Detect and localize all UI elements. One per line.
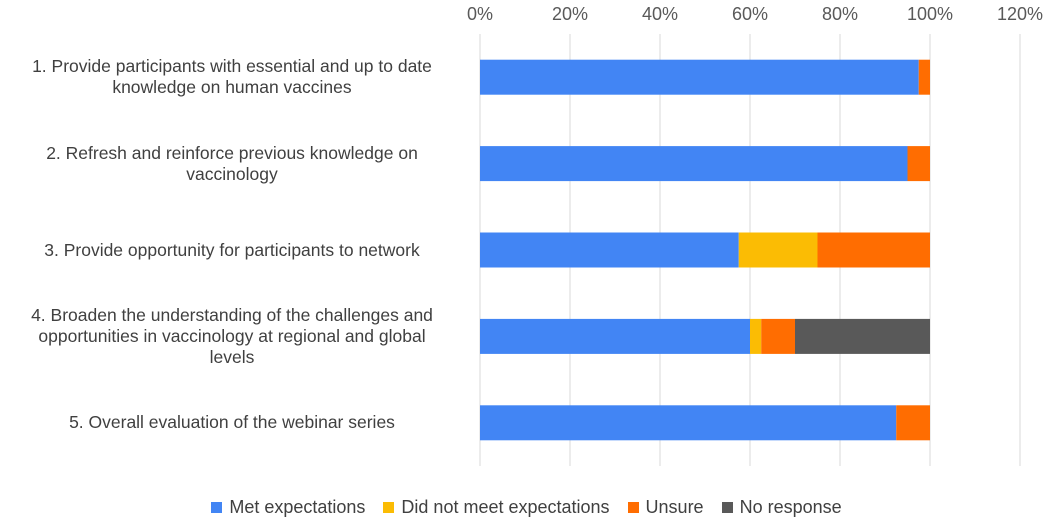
legend: Met expectations Did not meet expectation… bbox=[0, 497, 1053, 518]
legend-item: Unsure bbox=[627, 497, 704, 518]
bar-segment bbox=[817, 232, 930, 268]
legend-swatch bbox=[627, 502, 639, 513]
legend-label: No response bbox=[739, 497, 842, 517]
legend-swatch bbox=[383, 502, 395, 513]
x-tick-label: 120% bbox=[997, 4, 1043, 24]
bar-segment bbox=[750, 318, 762, 354]
x-tick-label: 80% bbox=[822, 4, 858, 24]
legend-item: Did not meet expectations bbox=[383, 497, 610, 518]
category-label: 3. Provide opportunity for participants … bbox=[44, 239, 420, 260]
x-tick-label: 60% bbox=[732, 4, 768, 24]
legend-item: No response bbox=[721, 497, 842, 518]
bar-segment bbox=[480, 232, 739, 268]
bar-segment bbox=[480, 59, 919, 95]
x-tick-label: 100% bbox=[907, 4, 953, 24]
bar-segment bbox=[761, 318, 795, 354]
bar-segment bbox=[738, 232, 818, 268]
x-tick-label: 0% bbox=[467, 4, 493, 24]
category-label: 2. Refresh and reinforce previous knowle… bbox=[46, 142, 418, 184]
legend-label: Did not meet expectations bbox=[401, 497, 610, 517]
bar-segment bbox=[480, 318, 750, 354]
bar-segment bbox=[896, 405, 930, 441]
x-tick-labels: 0% 20% 40% 60% 80% 100% 120% bbox=[467, 4, 1043, 24]
x-tick-label: 40% bbox=[642, 4, 678, 24]
x-tick-label: 20% bbox=[552, 4, 588, 24]
legend-label: Met expectations bbox=[229, 497, 366, 517]
bar-segment bbox=[480, 146, 908, 182]
legend-swatch bbox=[211, 502, 223, 513]
category-label: 4. Broaden the understanding of the chal… bbox=[31, 304, 433, 367]
bars bbox=[480, 59, 930, 441]
legend-swatch bbox=[721, 502, 733, 513]
bar-segment bbox=[918, 59, 930, 95]
category-label: 5. Overall evaluation of the webinar ser… bbox=[69, 412, 395, 433]
bar-segment bbox=[795, 318, 930, 354]
legend-item: Met expectations bbox=[211, 497, 365, 518]
bar-segment bbox=[480, 405, 897, 441]
legend-label: Unsure bbox=[645, 497, 704, 517]
bar-segment bbox=[907, 146, 930, 182]
category-label: 1. Provide participants with essential a… bbox=[32, 56, 432, 98]
